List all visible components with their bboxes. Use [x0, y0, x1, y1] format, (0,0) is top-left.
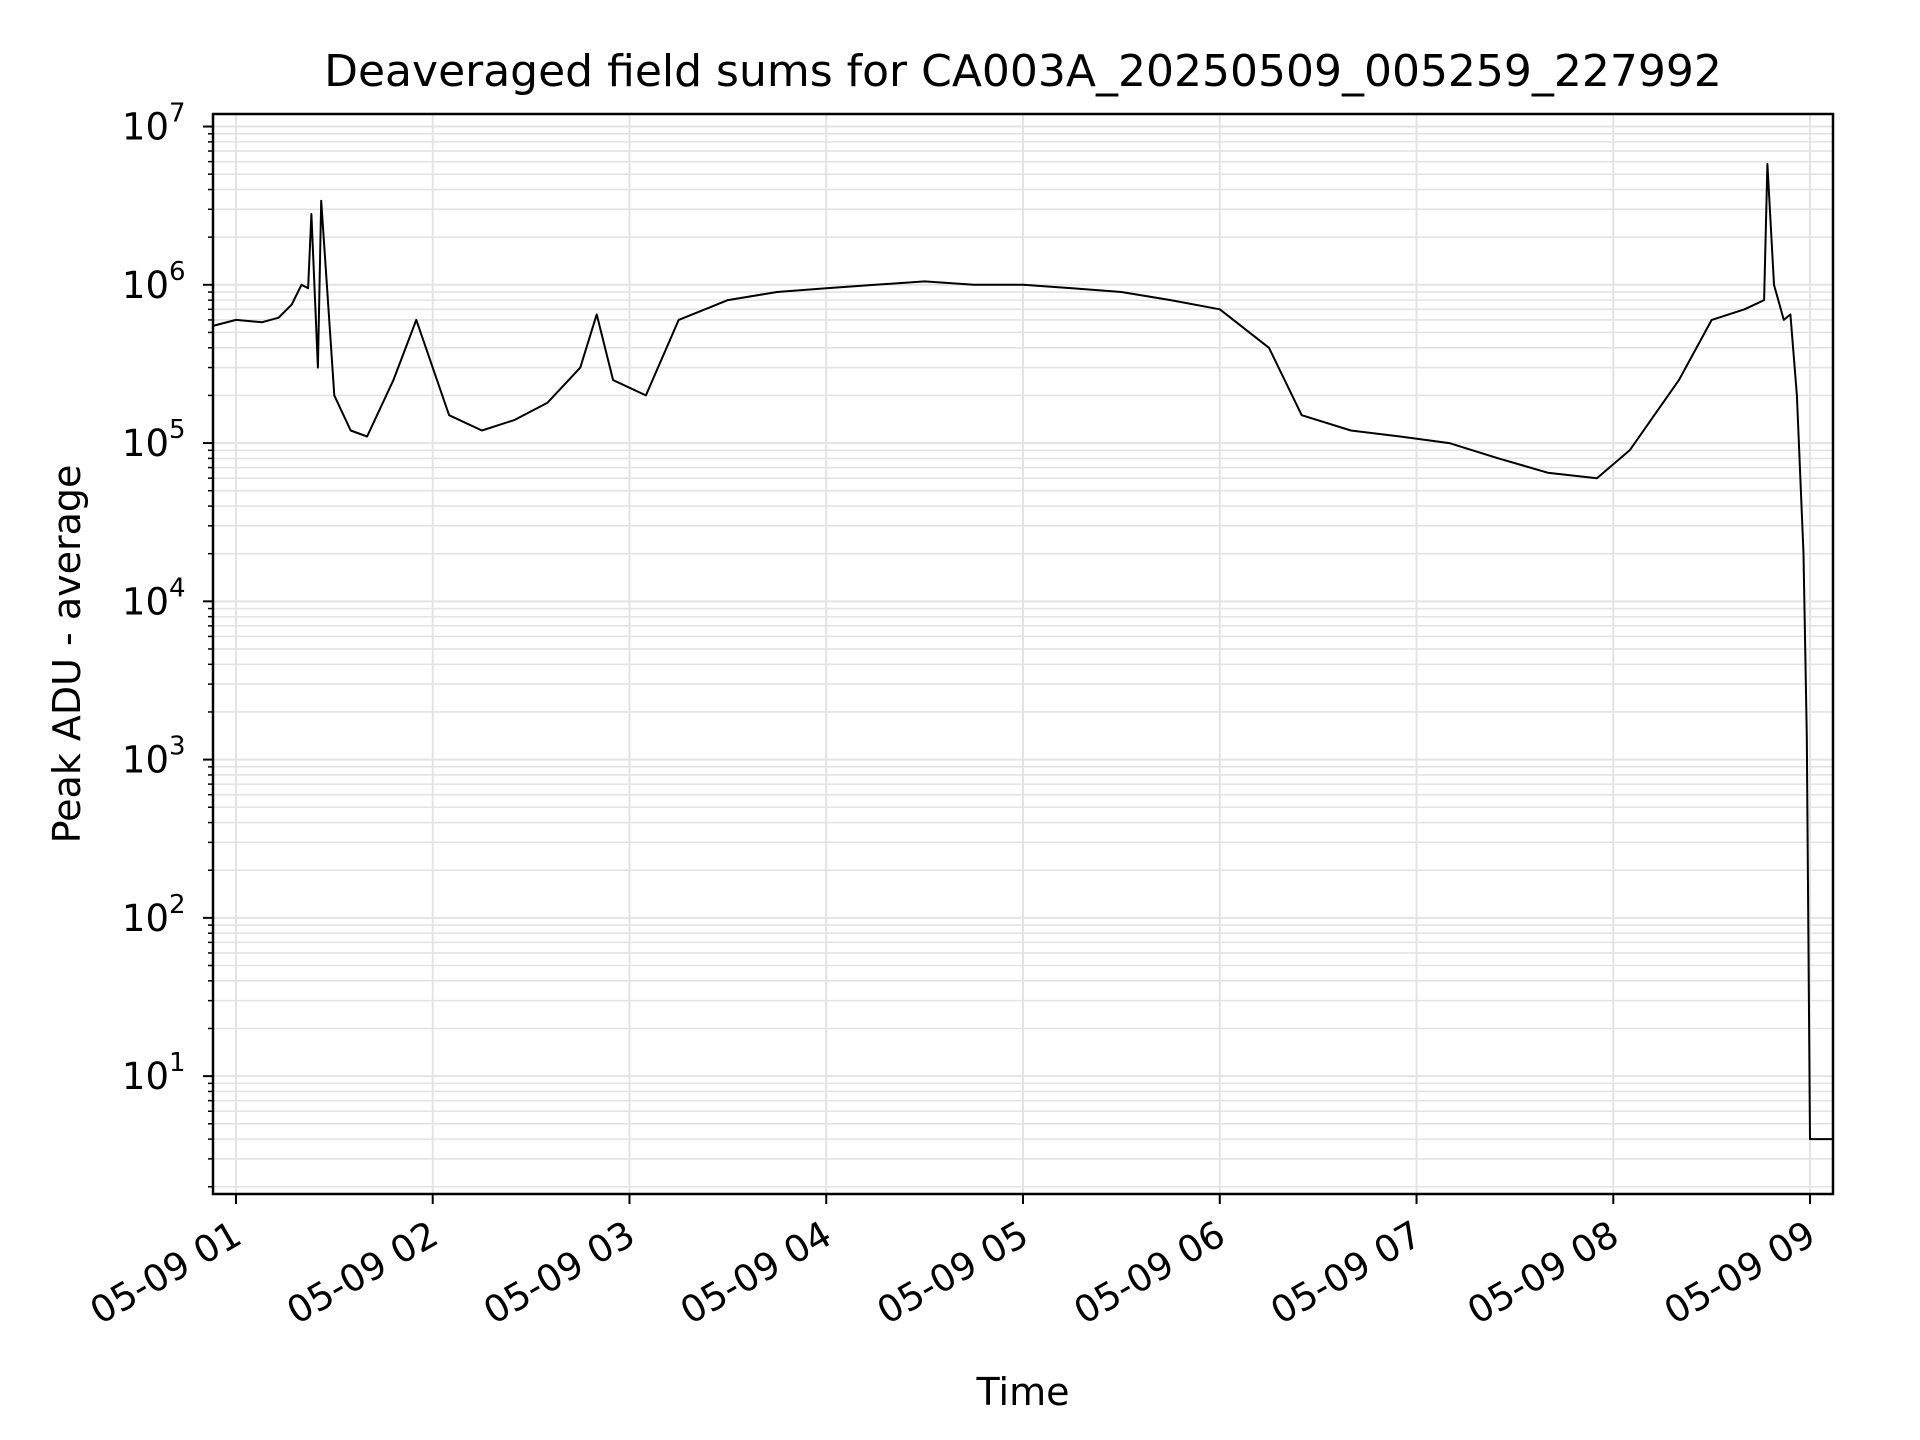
y-tick-label-exponent: 1	[169, 1048, 186, 1078]
y-tick-label: 104	[122, 573, 186, 623]
x-axis-label: Time	[976, 1370, 1070, 1414]
y-tick-label: 105	[122, 415, 186, 465]
y-tick-label-base: 10	[122, 1055, 169, 1098]
y-tick-label-exponent: 5	[169, 415, 186, 445]
y-tick-label-exponent: 7	[169, 99, 186, 129]
y-tick-label-exponent: 2	[169, 890, 186, 920]
y-tick-label-base: 10	[122, 106, 169, 149]
y-tick-label: 102	[122, 890, 186, 940]
y-tick-label: 107	[122, 99, 186, 149]
grid	[213, 114, 1833, 1194]
y-tick-label: 103	[122, 732, 186, 782]
y-tick-label-exponent: 3	[169, 732, 186, 762]
y-tick-label: 106	[122, 257, 186, 307]
chart-title: Deaveraged field sums for CA003A_2025050…	[324, 46, 1722, 97]
y-tick-label-base: 10	[122, 897, 169, 940]
y-axis-label: Peak ADU - average	[45, 465, 89, 844]
y-tick-label-base: 10	[122, 264, 169, 307]
y-tick-label-exponent: 6	[169, 257, 186, 287]
y-tick-label: 101	[122, 1048, 186, 1098]
y-tick-label-base: 10	[122, 739, 169, 782]
y-tick-label-base: 10	[122, 580, 169, 623]
y-tick-label-base: 10	[122, 422, 169, 465]
y-tick-label-exponent: 4	[169, 573, 186, 603]
